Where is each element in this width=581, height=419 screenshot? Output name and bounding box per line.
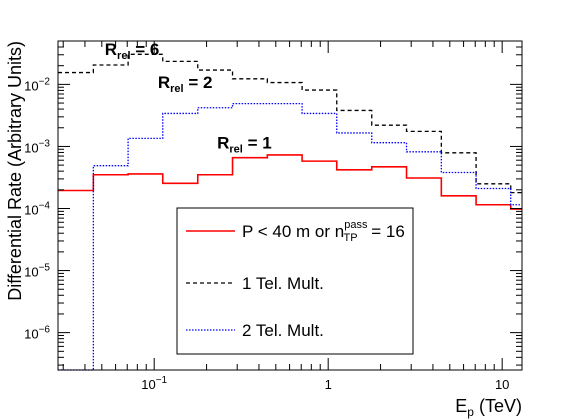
- x-axis-title-main: E: [455, 396, 467, 416]
- y-tick-label-0: 10−6: [24, 325, 50, 342]
- y-tick-label-exp: −6: [39, 325, 51, 336]
- y-tick-label-exp: −2: [39, 76, 51, 87]
- annotation-2: Rrel = 1: [217, 133, 272, 155]
- legend-label-text: 1 Tel. Mult.: [242, 274, 324, 293]
- y-tick-label-4: 10−2: [24, 76, 50, 93]
- annotation-rest: = 6: [131, 40, 160, 59]
- y-tick-label-base: 10: [24, 78, 38, 93]
- series-line-2: [58, 53, 522, 194]
- x-tick-label-exp: −1: [156, 375, 168, 386]
- series-line-3: [58, 102, 522, 371]
- legend-label-rest: = 16: [367, 222, 405, 241]
- legend-label-sub: TP: [343, 232, 357, 244]
- y-tick-label-3: 10−3: [24, 138, 50, 155]
- annotation-main: R: [105, 40, 117, 59]
- x-tick-label-0: 10−1: [141, 375, 167, 392]
- y-tick-label-2: 10−4: [24, 201, 50, 218]
- annotation-main: R: [158, 73, 170, 92]
- annotation-1: Rrel = 2: [158, 73, 213, 95]
- series-line-1: [58, 154, 522, 210]
- legend-label-text: 2 Tel. Mult.: [242, 321, 324, 340]
- legend-label-sup: pass: [344, 219, 368, 231]
- legend-label-1: 1 Tel. Mult.: [242, 274, 324, 293]
- legend-label-0: P < 40 m or npass TP = 16: [242, 219, 405, 244]
- y-tick-label-exp: −3: [39, 138, 51, 149]
- annotation-main: R: [217, 133, 229, 152]
- annotation-sub: rel: [170, 83, 183, 95]
- y-tick-label-1: 10−5: [24, 263, 50, 280]
- y-tick-label-base: 10: [24, 327, 38, 342]
- x-tick-label-1: 1: [325, 377, 332, 392]
- annotation-sub: rel: [117, 50, 130, 62]
- y-tick-label-base: 10: [24, 140, 38, 155]
- x-axis-title-rest: (TeV): [474, 396, 522, 416]
- x-tick-label-base: 10: [141, 377, 155, 392]
- annotation-rest: = 1: [243, 133, 272, 152]
- x-axis-title: Ep (TeV): [455, 396, 522, 419]
- x-tick-label-2: 10: [495, 377, 509, 392]
- legend-label-text: P < 40 m or n: [242, 222, 344, 241]
- y-tick-label-base: 10: [24, 203, 38, 218]
- y-axis-title: Differential Rate (Arbitrary Units): [5, 41, 25, 301]
- y-tick-label-exp: −4: [39, 201, 51, 212]
- y-tick-label-exp: −5: [39, 263, 51, 274]
- annotation-0: Rrel = 6: [105, 40, 160, 62]
- legend-label-2: 2 Tel. Mult.: [242, 321, 324, 340]
- x-axis-title-sub: p: [467, 405, 474, 419]
- annotation-rest: = 2: [184, 73, 213, 92]
- annotation-sub: rel: [229, 143, 242, 155]
- y-tick-label-base: 10: [24, 265, 38, 280]
